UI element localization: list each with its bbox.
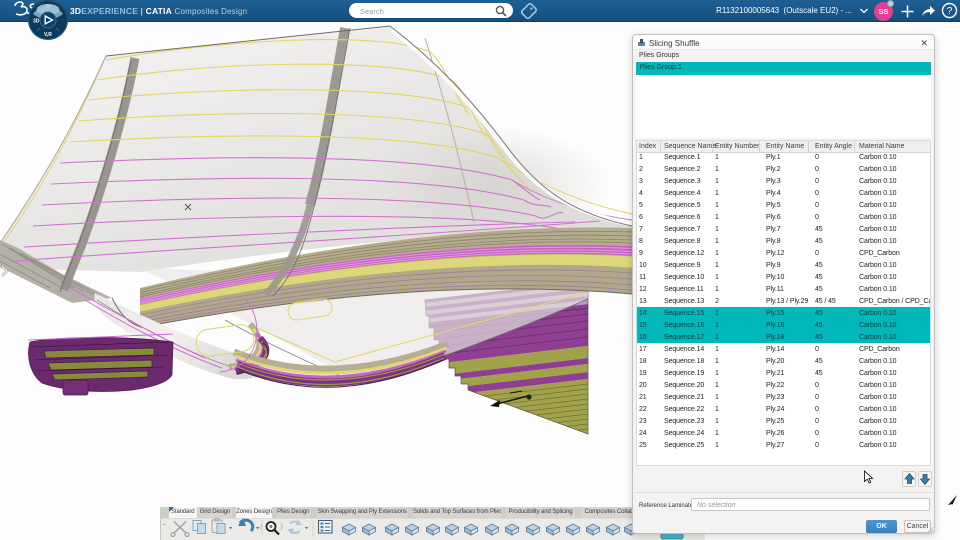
svg-text:3D: 3D [33,19,40,25]
svg-text:V,R: V,R [44,32,52,38]
svg-text:Yr: Yr [45,4,51,10]
svg-text:?: ? [947,6,953,17]
